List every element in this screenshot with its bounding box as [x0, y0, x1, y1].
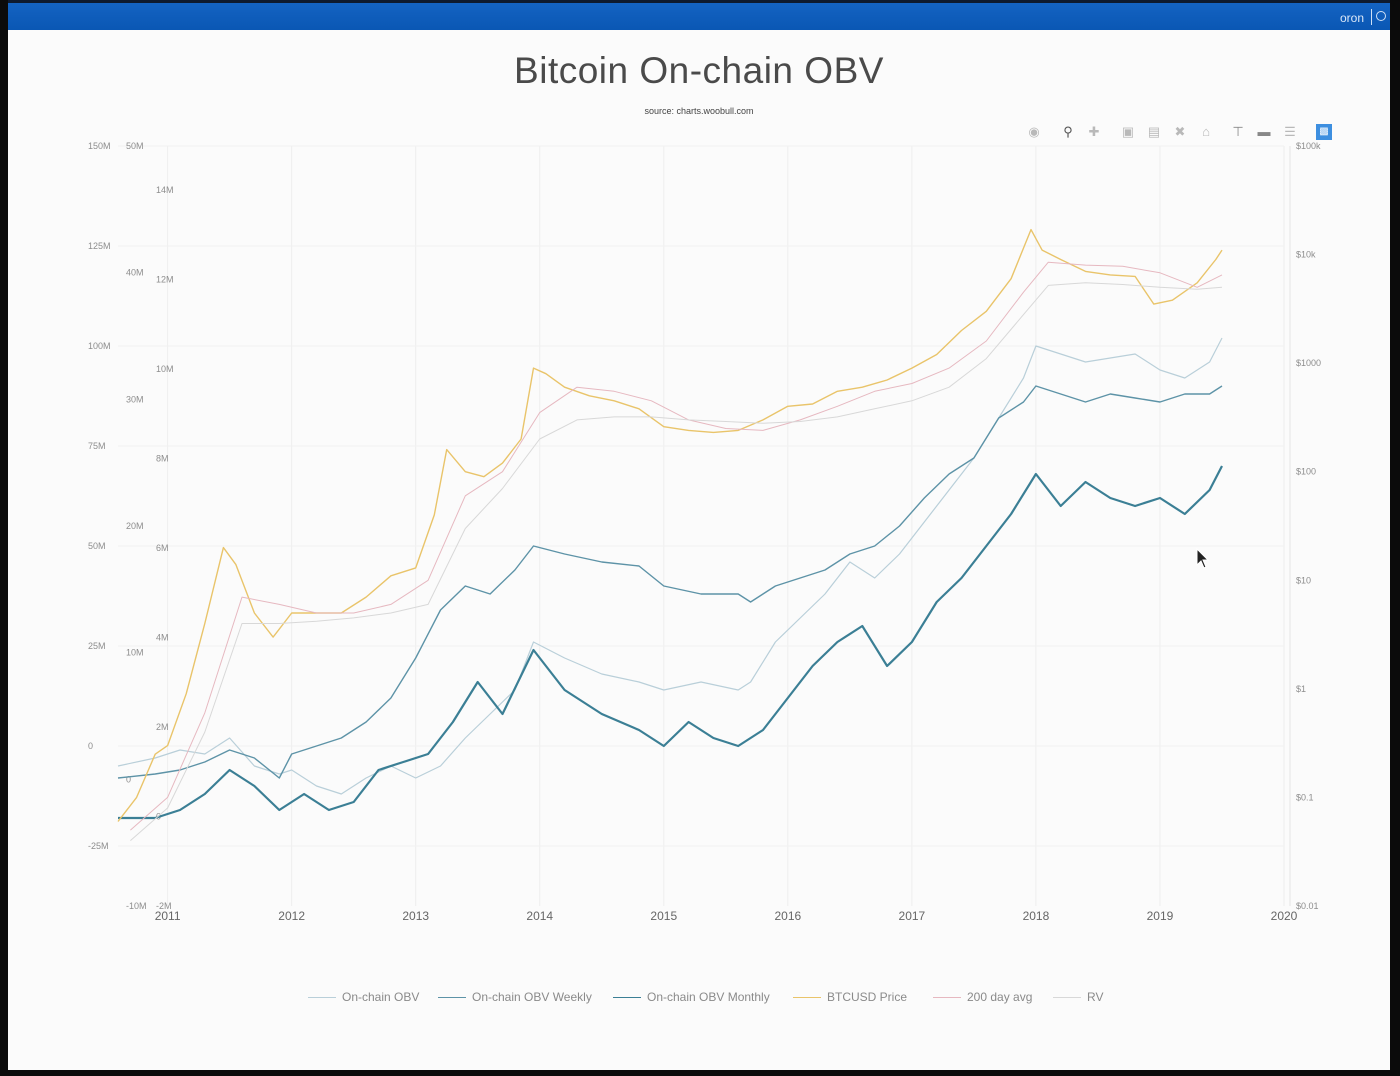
legend-item[interactable]: On-chain OBV Monthly: [613, 990, 770, 1006]
settings-icon[interactable]: [1376, 11, 1386, 21]
screen: oron Bitcoin On-chain OBV source: charts…: [8, 0, 1390, 1070]
legend-item[interactable]: On-chain OBV Weekly: [438, 990, 592, 1006]
y2-tick-label: 40M: [126, 268, 144, 278]
hover-closest-icon[interactable]: ▬: [1257, 124, 1271, 139]
x-tick-label: 2016: [774, 909, 801, 923]
y-right-tick-label: $10k: [1296, 250, 1316, 260]
y-tick-label: 75M: [88, 441, 106, 451]
x-tick-label: 2019: [1147, 909, 1174, 923]
x-tick-label: 2015: [650, 909, 677, 923]
legend-label: On-chain OBV: [342, 990, 420, 1004]
y-right-tick-label: $10: [1296, 575, 1311, 585]
legend-swatch: [438, 997, 466, 999]
autoscale-icon[interactable]: ✖: [1174, 124, 1186, 139]
x-tick-label: 2012: [278, 909, 305, 923]
x-tick-label: 2013: [402, 909, 429, 923]
y2-tick-label: 0: [126, 774, 131, 784]
zoom-out-icon[interactable]: ▤: [1147, 124, 1161, 139]
y2-tick-label: 30M: [126, 394, 144, 404]
camera-icon[interactable]: ◉: [1028, 124, 1040, 139]
y-tick-label: 150M: [88, 141, 111, 151]
y-right-tick-label: $1: [1296, 684, 1306, 694]
top-bar: oron: [8, 0, 1390, 30]
legend-swatch: [1053, 997, 1081, 999]
zoom-icon[interactable]: ⚲: [1063, 124, 1073, 139]
y3-tick-label: 10M: [156, 364, 174, 374]
y3-tick-label: 4M: [156, 633, 169, 643]
y-tick-label: 25M: [88, 641, 106, 651]
y-right-tick-label: $100k: [1296, 141, 1321, 151]
y-tick-label: 50M: [88, 541, 106, 551]
x-tick-label: 2020: [1271, 909, 1298, 923]
reset-icon[interactable]: ⌂: [1202, 124, 1210, 139]
y3-tick-label: -2M: [156, 901, 172, 911]
y3-tick-label: 14M: [156, 185, 174, 195]
legend-item[interactable]: RV: [1053, 990, 1103, 1006]
y3-tick-label: 12M: [156, 275, 174, 285]
hover-compare-icon[interactable]: ☰: [1284, 124, 1296, 139]
y-right-tick-label: $0.01: [1296, 901, 1319, 911]
legend-item[interactable]: BTCUSD Price: [793, 990, 907, 1006]
zoom-in-icon[interactable]: ▣: [1121, 124, 1135, 139]
legend-swatch: [308, 997, 336, 999]
y2-tick-label: -10M: [126, 901, 147, 911]
legend-item[interactable]: 200 day avg: [933, 990, 1032, 1006]
y-tick-label: -25M: [88, 841, 109, 851]
legend-label: RV: [1087, 990, 1104, 1004]
legend-swatch: [793, 997, 821, 999]
x-tick-label: 2017: [899, 909, 926, 923]
divider: [1371, 9, 1372, 25]
series-line-rv: [130, 282, 1223, 841]
mouse-cursor-icon: [1196, 548, 1210, 569]
plotly-logo-icon[interactable]: ▩: [1316, 124, 1332, 140]
pan-icon[interactable]: ✚: [1088, 124, 1100, 139]
series-line-on-chain-obv-monthly: [118, 465, 1223, 820]
legend-swatch: [933, 997, 961, 999]
x-tick-label: 2011: [155, 909, 181, 923]
y3-tick-label: 8M: [156, 454, 169, 464]
y2-tick-label: 10M: [126, 648, 144, 658]
series-line-on-chain-obv: [117, 337, 1223, 795]
spike-icon[interactable]: ⊤: [1232, 124, 1244, 139]
user-name[interactable]: oron: [1339, 11, 1364, 25]
legend-label: BTCUSD Price: [827, 990, 908, 1004]
x-tick-label: 2014: [526, 909, 553, 923]
plot-area: 2011 2012 2013 2014 2015 2016 2017 2018 2019 2020…: [88, 141, 1321, 923]
legend-swatch: [613, 997, 641, 999]
y-tick-label: 125M: [88, 241, 111, 251]
y-tick-label: 100M: [88, 341, 111, 351]
legend-item[interactable]: On-chain OBV: [308, 990, 419, 1006]
y3-tick-label: 6M: [156, 543, 169, 553]
y-right-tick-label: $1000: [1296, 358, 1321, 368]
y-right-tick-label: $0.1: [1296, 792, 1314, 802]
x-tick-label: 2018: [1023, 909, 1050, 923]
legend-label: On-chain OBV Weekly: [472, 990, 592, 1004]
series-line-on-chain-obv-weekly: [117, 385, 1223, 779]
y3-tick-label: 2M: [156, 722, 169, 732]
chart-subtitle: source: charts.woobull.com: [644, 106, 754, 116]
series-line-btcusd-price: [117, 228, 1223, 822]
y2-tick-label: 50M: [126, 141, 144, 151]
chart-title: Bitcoin On-chain OBV: [514, 50, 884, 91]
y-tick-label: 0: [88, 741, 93, 751]
y-right-tick-label: $100: [1296, 467, 1316, 477]
legend-label: On-chain OBV Monthly: [647, 990, 770, 1004]
y2-tick-label: 20M: [126, 521, 144, 531]
legend-label: 200 day avg: [967, 990, 1033, 1004]
